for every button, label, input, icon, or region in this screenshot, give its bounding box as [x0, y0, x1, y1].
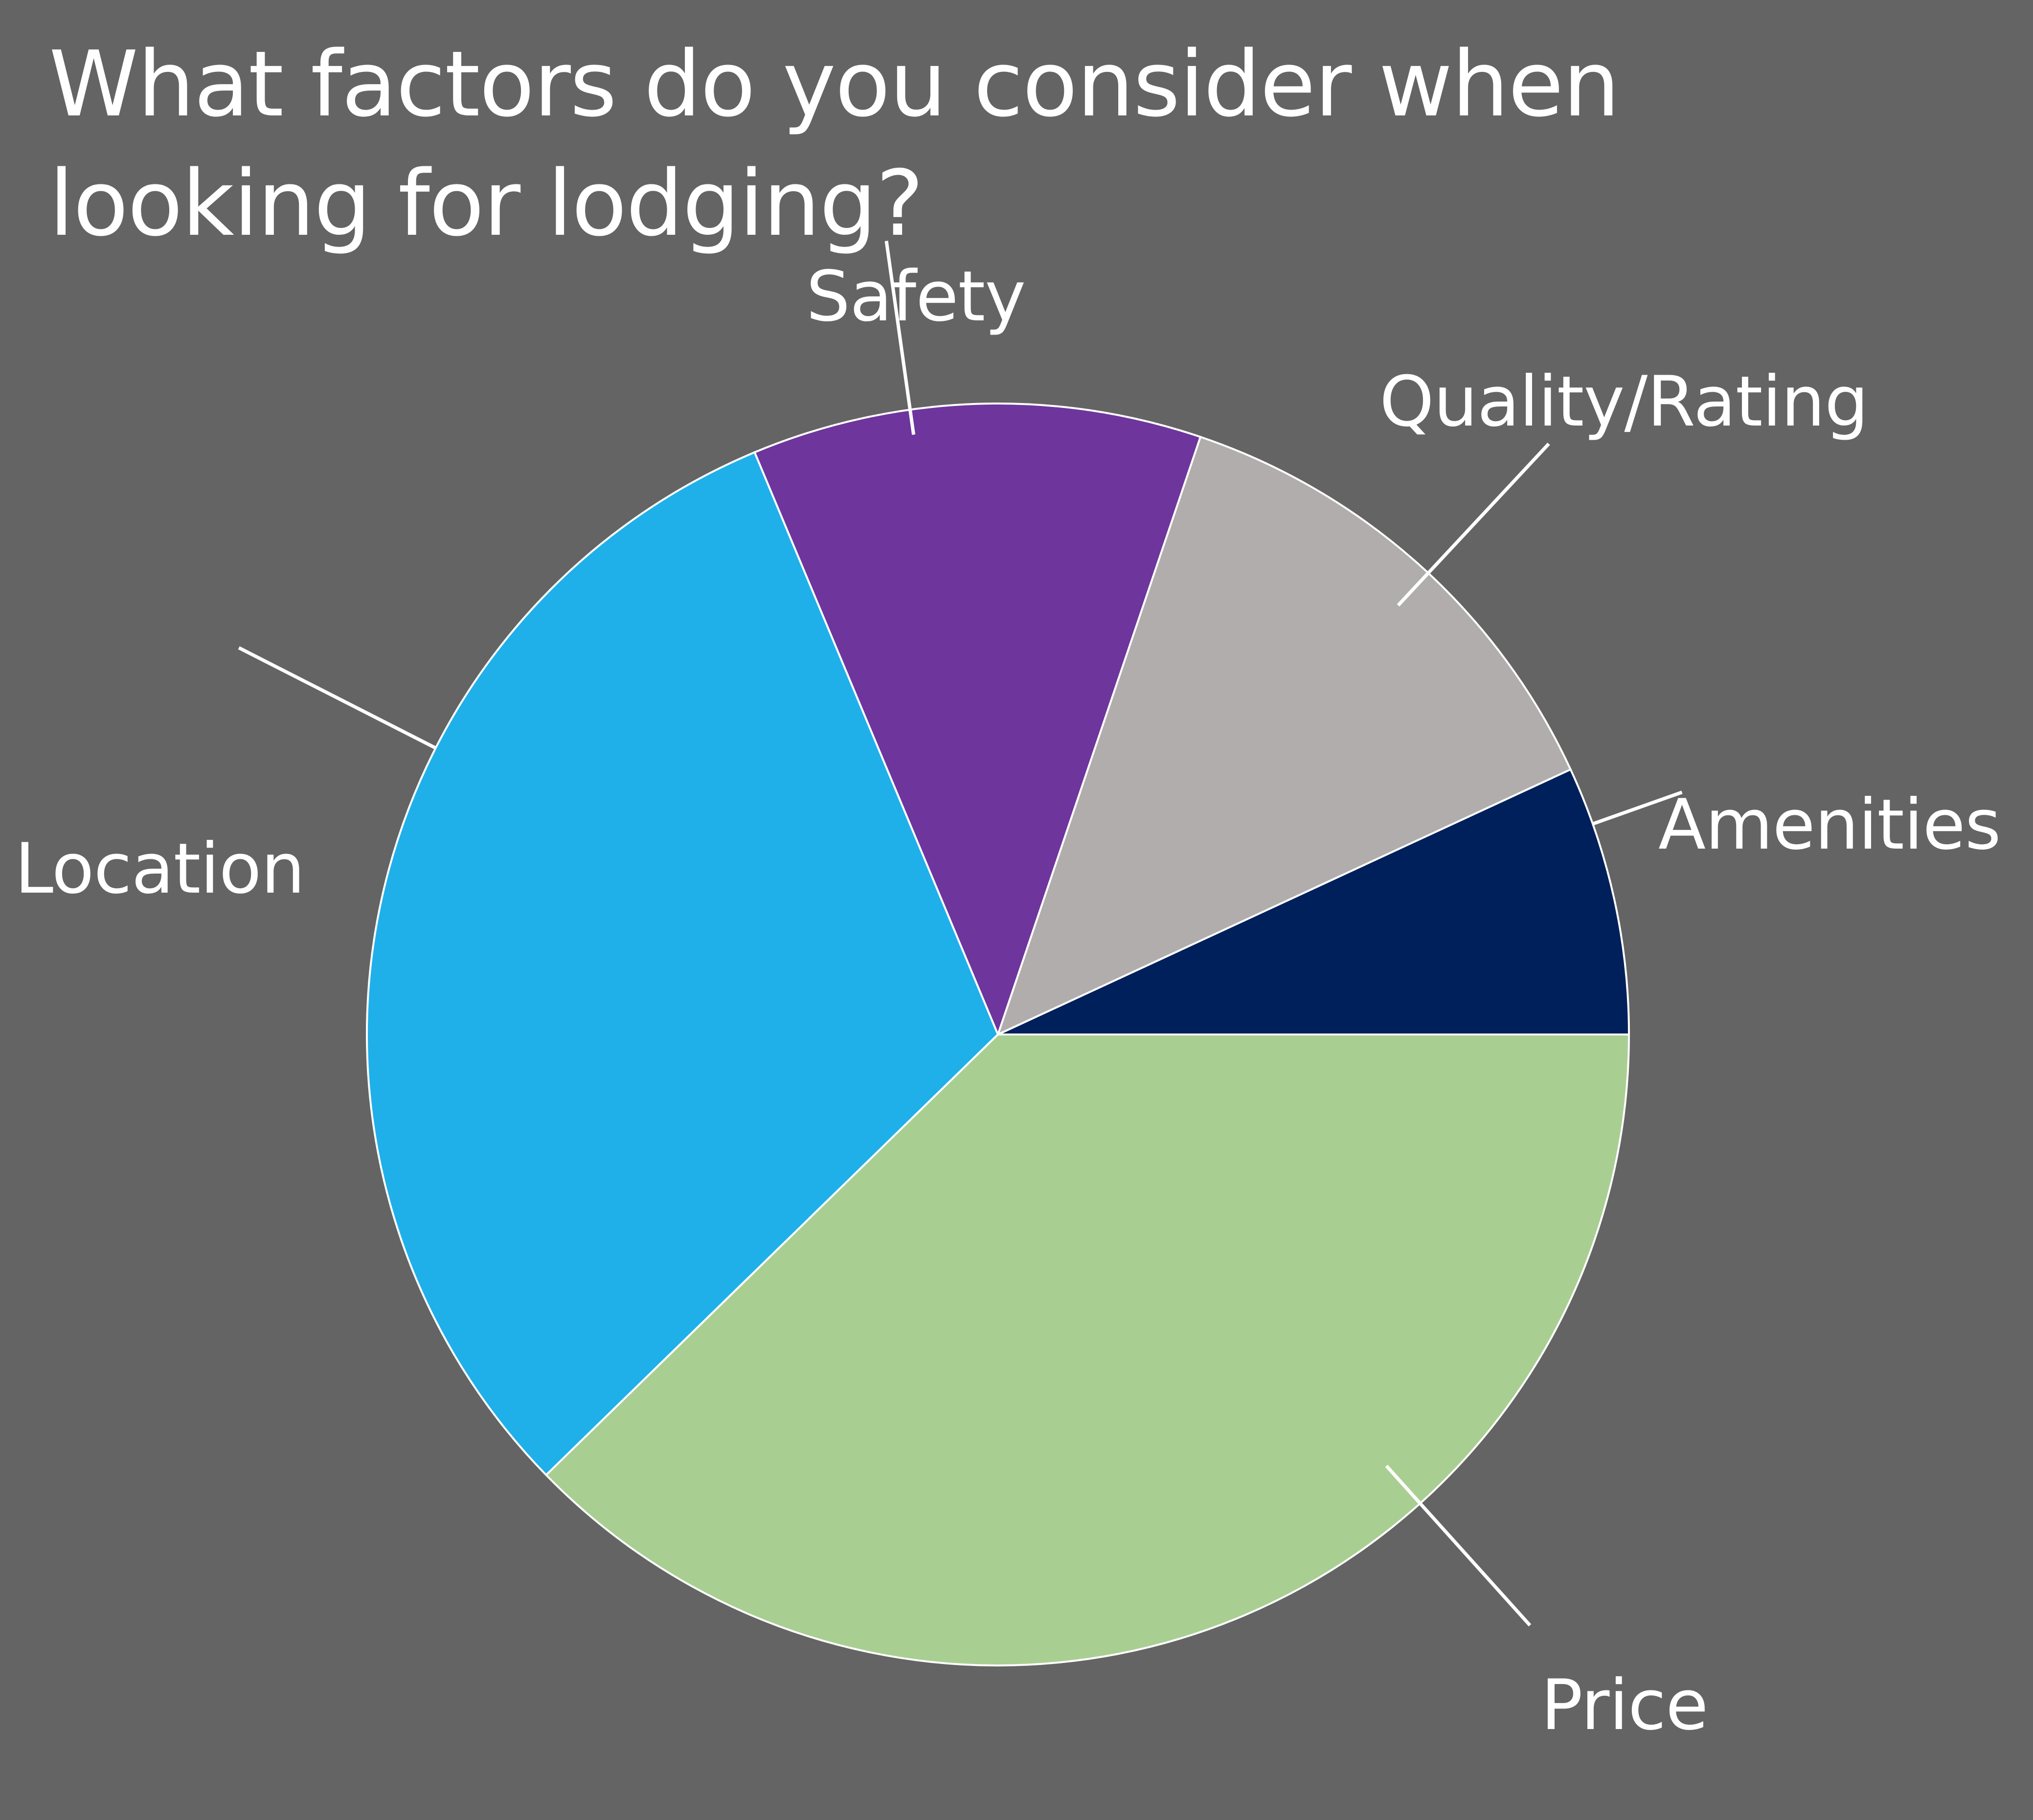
- pie-slice-amenities: [997, 768, 1630, 1035]
- slice-label-price: Price: [1541, 1665, 1708, 1746]
- pie-slice-quality-rating: [996, 435, 1572, 1036]
- leader-line-location: [238, 646, 437, 750]
- leader-line-safety: [884, 241, 916, 435]
- leader-line-amenities: [1592, 790, 1683, 826]
- leader-line-price: [1385, 1464, 1532, 1627]
- slice-label-quality-rating: Quality/Rating: [1379, 361, 1868, 442]
- slice-label-amenities: Amenities: [1658, 785, 2001, 865]
- slice-label-location: Location: [15, 829, 305, 909]
- pie-slices: [366, 403, 1630, 1666]
- leader-lines: [238, 241, 1683, 1627]
- pie-slice-location: [366, 451, 999, 1477]
- leader-line-quality-rating: [1397, 443, 1550, 607]
- slice-label-safety: Safety: [806, 256, 1025, 337]
- pie-slice-price: [544, 1034, 1630, 1666]
- slice-labels: Amenities Quality/Rating Safety Location Pri…: [15, 256, 2001, 1746]
- pie-slice-safety: [753, 403, 1202, 1037]
- chart-title: What factors do you consider when lookin…: [49, 31, 1620, 256]
